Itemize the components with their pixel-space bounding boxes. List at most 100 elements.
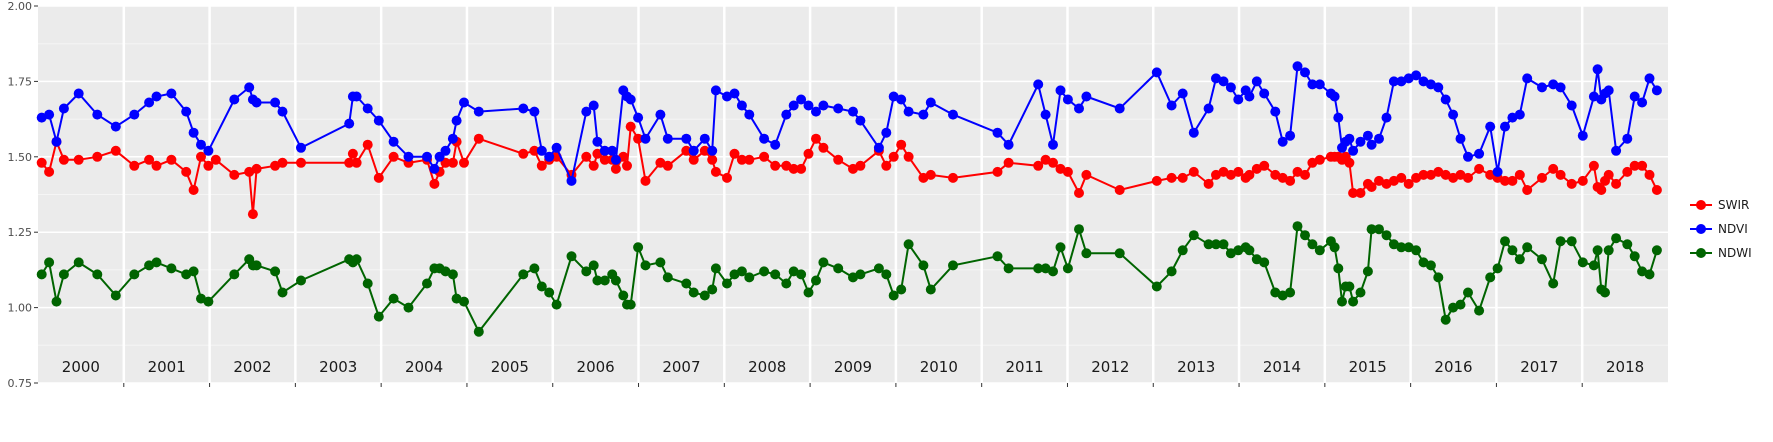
data-point — [1500, 121, 1510, 132]
data-point — [1211, 239, 1221, 250]
data-point — [788, 100, 799, 111]
data-point — [888, 290, 899, 301]
data-point — [151, 160, 162, 171]
data-point — [1203, 239, 1214, 250]
data-point — [1314, 79, 1325, 90]
data-point — [210, 154, 221, 165]
data-point — [1300, 230, 1310, 241]
data-point — [110, 290, 121, 301]
data-point — [618, 290, 629, 301]
data-point — [588, 100, 599, 111]
data-point — [1566, 178, 1577, 189]
data-point — [788, 163, 799, 174]
data-point — [544, 151, 555, 162]
legend-label: NDVI — [1718, 222, 1748, 236]
data-point — [818, 257, 829, 268]
data-point — [655, 257, 666, 268]
data-point — [1433, 272, 1444, 283]
data-point — [1348, 188, 1359, 198]
data-point — [373, 311, 384, 322]
data-point — [736, 154, 747, 165]
data-point — [1362, 130, 1373, 141]
data-point — [92, 109, 103, 120]
data-point — [422, 278, 432, 289]
data-point — [1177, 172, 1188, 183]
data-point — [110, 145, 121, 156]
data-point — [1500, 175, 1510, 186]
year-label: 2016 — [1434, 358, 1472, 376]
data-point — [351, 91, 362, 102]
data-point — [351, 254, 362, 265]
data-point — [1055, 85, 1066, 96]
data-point — [536, 145, 547, 156]
data-point — [566, 251, 577, 262]
data-point — [1463, 151, 1473, 162]
data-point — [73, 88, 84, 99]
data-point — [662, 133, 673, 144]
data-point — [196, 139, 206, 150]
data-point — [44, 257, 55, 268]
data-point — [888, 151, 899, 162]
data-point — [918, 260, 929, 271]
data-point — [1251, 76, 1262, 87]
data-point — [925, 169, 936, 180]
data-point — [1651, 85, 1662, 96]
data-point — [247, 209, 258, 220]
data-point — [811, 133, 821, 144]
data-point — [759, 133, 770, 144]
data-point — [1344, 157, 1355, 168]
data-point — [129, 109, 140, 120]
data-point — [888, 91, 899, 102]
series-line-ndwi — [40, 223, 1658, 334]
year-label: 2011 — [1005, 358, 1043, 376]
data-point — [770, 160, 781, 171]
legend-label: NDWI — [1718, 246, 1752, 260]
data-point — [151, 257, 162, 268]
data-point — [166, 263, 177, 274]
year-label: 2010 — [920, 358, 958, 376]
data-point — [251, 260, 262, 271]
data-point — [1644, 73, 1655, 84]
data-point — [44, 109, 55, 120]
data-point — [473, 133, 484, 144]
data-point — [1244, 245, 1255, 256]
data-point — [362, 103, 373, 114]
data-point — [44, 166, 55, 177]
data-point — [1348, 145, 1359, 156]
data-point — [1629, 91, 1640, 102]
data-point — [581, 151, 592, 162]
data-point — [1577, 175, 1588, 186]
data-point — [770, 139, 781, 150]
data-point — [662, 272, 673, 283]
data-point — [203, 296, 214, 307]
series-line-ndvi — [41, 64, 1658, 185]
data-point — [1355, 136, 1366, 147]
data-point — [688, 145, 699, 156]
data-point — [388, 136, 399, 147]
data-point — [1355, 188, 1366, 198]
data-point — [1537, 82, 1547, 93]
data-point — [1455, 299, 1466, 310]
data-point — [833, 263, 844, 274]
data-point — [144, 97, 155, 108]
data-point — [1259, 88, 1270, 99]
data-point — [1411, 245, 1422, 256]
data-point — [1033, 79, 1044, 90]
data-point — [1577, 257, 1588, 268]
data-point — [92, 269, 103, 280]
data-point — [1074, 188, 1084, 198]
data-point — [1622, 239, 1633, 250]
data-point — [1055, 242, 1066, 253]
data-point — [58, 154, 69, 165]
data-point — [796, 163, 807, 174]
data-point — [58, 103, 69, 114]
data-point — [881, 160, 892, 171]
legend-item-ndwi: NDWI — [1690, 246, 1752, 260]
data-point — [1048, 157, 1058, 168]
data-point — [1651, 185, 1662, 195]
data-point — [277, 157, 288, 168]
data-point — [1555, 82, 1566, 93]
data-point — [1166, 100, 1177, 111]
data-point — [803, 287, 814, 298]
data-point — [1329, 242, 1340, 253]
